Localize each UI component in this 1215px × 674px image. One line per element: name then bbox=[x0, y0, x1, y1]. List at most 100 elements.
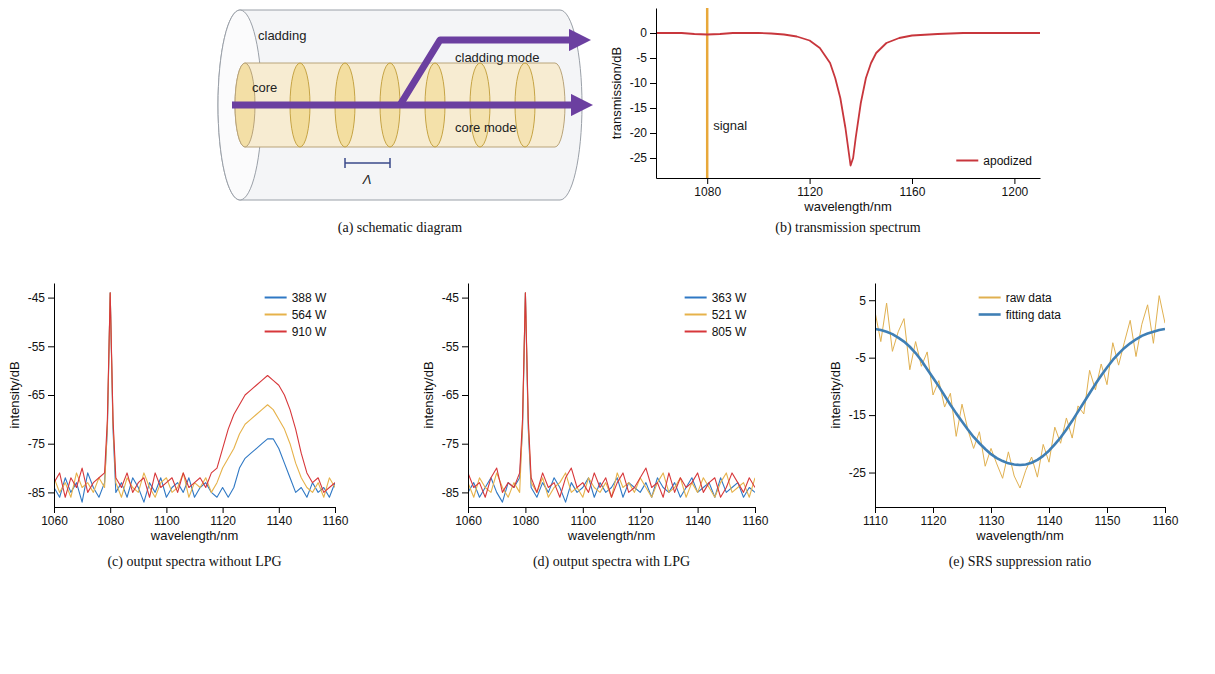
tick-mark bbox=[1107, 507, 1108, 513]
panel: 106010801100112011401160-85-75-65-55-45w… bbox=[421, 284, 769, 571]
legend-label: raw data bbox=[1006, 291, 1052, 305]
tick-mark bbox=[912, 178, 913, 184]
x-axis-title: wavelength/nm bbox=[150, 528, 238, 543]
tick-label: -65 bbox=[442, 388, 460, 402]
tick-mark bbox=[650, 58, 656, 59]
tick-mark bbox=[650, 108, 656, 109]
tick-label: -25 bbox=[630, 151, 648, 165]
tick-mark bbox=[1049, 507, 1050, 513]
y-tick: -75 bbox=[442, 437, 468, 451]
tick-label: 1160 bbox=[743, 514, 769, 528]
tick-mark bbox=[707, 178, 708, 184]
core-mode-arrow bbox=[232, 102, 582, 109]
x-axis-title: wavelength/nm bbox=[803, 199, 891, 214]
tick-mark bbox=[991, 507, 992, 513]
tick-mark bbox=[110, 507, 111, 513]
x-axis: 111011201130114011501160 bbox=[863, 507, 1179, 528]
tick-label: 1140 bbox=[1037, 514, 1063, 528]
tick-label: 1160 bbox=[900, 185, 926, 199]
legend: 363 W 521 W 805 W bbox=[685, 291, 747, 339]
tick-label: -15 bbox=[630, 101, 648, 115]
tick-label: -55 bbox=[442, 340, 460, 354]
x-axis-title: wavelength/nm bbox=[567, 528, 655, 543]
tick-label: -20 bbox=[630, 126, 648, 140]
tick-label: 1060 bbox=[41, 514, 68, 528]
legend-label: 805 W bbox=[712, 325, 747, 339]
axis-line bbox=[875, 284, 876, 508]
x-axis-title: wavelength/nm bbox=[975, 528, 1063, 543]
tick-label: 1100 bbox=[154, 514, 180, 528]
schematic: claddingcorecladding modecore modeΛ(a) s… bbox=[218, 10, 582, 236]
x-tick: 1060 bbox=[455, 507, 482, 528]
legend-entry: 564 W bbox=[265, 308, 327, 322]
legend-entry: 521 W bbox=[685, 308, 747, 322]
series-line bbox=[54, 293, 335, 498]
legend-label: fitting data bbox=[1006, 308, 1062, 322]
panel: 1080 1120 1160 1200 -25 -20 -15 -10 -5 0 wavelengt… bbox=[609, 8, 1041, 236]
tick-mark bbox=[583, 507, 584, 513]
tick-label: -5 bbox=[636, 51, 647, 65]
legend-entry: 363 W bbox=[685, 291, 747, 305]
figure-svg: claddingcorecladding modecore modeΛ(a) s… bbox=[0, 0, 1215, 674]
legend: raw data fitting data bbox=[979, 291, 1062, 322]
y-axis-title: intensity/dB bbox=[421, 361, 436, 428]
cladding-body bbox=[218, 10, 582, 200]
tick-label: -85 bbox=[28, 486, 46, 500]
y-axis: -25 -20 -15 -10 -5 0 bbox=[630, 9, 657, 179]
series-line bbox=[656, 33, 1040, 166]
legend-entry: 388 W bbox=[265, 291, 327, 305]
tick-label: 1120 bbox=[921, 514, 947, 528]
legend: 388 W 564 W 910 W bbox=[265, 291, 327, 339]
tick-mark bbox=[875, 507, 876, 513]
tick-mark bbox=[698, 507, 699, 513]
tick-label: 1120 bbox=[210, 514, 236, 528]
series-line bbox=[54, 293, 335, 498]
legend-swatch bbox=[685, 331, 707, 333]
tick-label: -5 bbox=[855, 351, 866, 365]
tick-label: 1080 bbox=[97, 514, 124, 528]
tick-label: -45 bbox=[28, 291, 46, 305]
panel-caption: (d) output spectra with LPG bbox=[533, 554, 690, 570]
x-tick: 1160 bbox=[1153, 507, 1179, 528]
plot-area bbox=[54, 293, 335, 502]
tick-label: 1140 bbox=[266, 514, 292, 528]
tick-mark bbox=[462, 444, 468, 445]
y-tick: -20 bbox=[630, 126, 656, 140]
x-tick: 1150 bbox=[1095, 507, 1121, 528]
x-tick: 1120 bbox=[921, 507, 947, 528]
diagram-label: cladding bbox=[258, 28, 306, 43]
plot-area bbox=[875, 296, 1165, 488]
tick-mark bbox=[48, 298, 54, 299]
legend-entry: apodized bbox=[956, 154, 1032, 168]
tick-mark bbox=[48, 444, 54, 445]
tick-mark bbox=[462, 395, 468, 396]
tick-label: 1130 bbox=[979, 514, 1005, 528]
legend-entry: 910 W bbox=[265, 325, 327, 339]
period-bracket bbox=[345, 158, 390, 168]
y-tick: -5 bbox=[855, 351, 875, 365]
tick-mark bbox=[640, 507, 641, 513]
legend-swatch bbox=[685, 314, 707, 316]
tick-label: 5 bbox=[859, 294, 866, 308]
figure: claddingcorecladding modecore modeΛ(a) s… bbox=[0, 0, 1215, 674]
tick-label: 1080 bbox=[513, 514, 540, 528]
marker-line bbox=[706, 8, 709, 178]
axis-line bbox=[54, 284, 55, 508]
legend-label: 564 W bbox=[292, 308, 327, 322]
x-tick: 1120 bbox=[628, 507, 654, 528]
tick-label: 1150 bbox=[1095, 514, 1121, 528]
tick-label: -15 bbox=[849, 408, 867, 422]
legend-swatch bbox=[265, 314, 287, 316]
tick-mark bbox=[650, 158, 656, 159]
x-tick: 1120 bbox=[797, 178, 823, 199]
y-tick: -10 bbox=[630, 76, 656, 90]
y-tick: 0 bbox=[640, 26, 656, 40]
tick-label: 1200 bbox=[1002, 185, 1029, 199]
axis-line bbox=[656, 9, 657, 179]
diagram-label: core mode bbox=[455, 120, 516, 135]
y-tick: -5 bbox=[636, 51, 656, 65]
series-line bbox=[875, 329, 1165, 465]
tick-label: 1080 bbox=[694, 185, 721, 199]
tick-label: 1160 bbox=[323, 514, 349, 528]
tick-mark bbox=[462, 298, 468, 299]
